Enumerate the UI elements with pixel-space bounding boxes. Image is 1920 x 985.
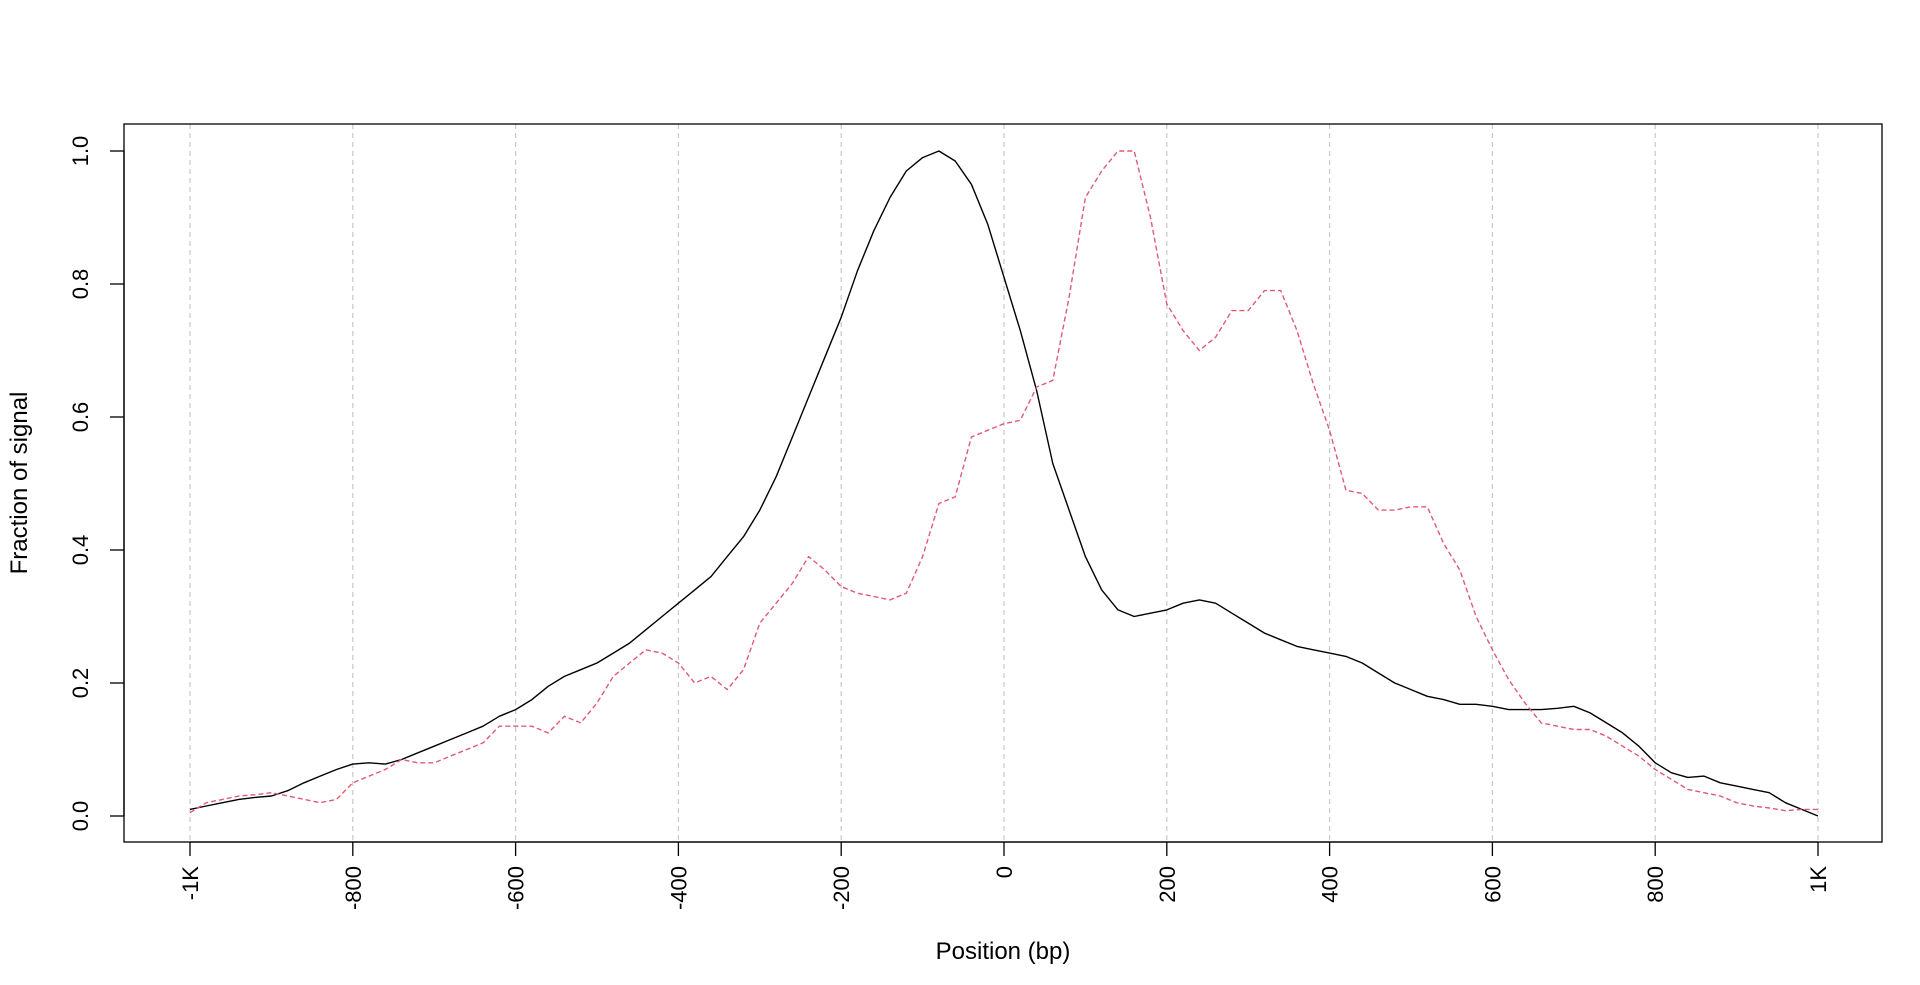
y-tick-label: 1.0 bbox=[68, 136, 93, 167]
x-tick-label: -800 bbox=[341, 866, 366, 910]
x-tick-label: 0 bbox=[992, 866, 1017, 878]
x-tick-label: -400 bbox=[666, 866, 691, 910]
x-axis-title: Position (bp) bbox=[936, 938, 1071, 965]
vertical-gridlines bbox=[189, 124, 1819, 842]
y-tick-label: 0.4 bbox=[68, 535, 93, 566]
x-tick-label: 400 bbox=[1318, 866, 1343, 903]
x-tick-label: 1K bbox=[1806, 866, 1831, 893]
plot-frame bbox=[123, 123, 1883, 843]
x-tick-label: 800 bbox=[1643, 866, 1668, 903]
y-tick-label: 0.6 bbox=[68, 402, 93, 433]
x-tick-label: -600 bbox=[504, 866, 529, 910]
x-tick-label: 600 bbox=[1480, 866, 1505, 903]
y-tick-label: 0.2 bbox=[68, 668, 93, 699]
x-tick-label: -1K bbox=[178, 866, 203, 901]
series-group bbox=[189, 150, 1819, 817]
y-axis-title: Fraction of signal bbox=[6, 392, 33, 575]
series-line-2 bbox=[189, 150, 1818, 814]
x-tick-label: 200 bbox=[1155, 866, 1180, 903]
y-tick-label: 0.0 bbox=[68, 801, 93, 832]
series-line-1 bbox=[189, 150, 1819, 817]
y-tick-label: 0.8 bbox=[68, 269, 93, 300]
y-axis: 0.0 0.2 0.4 0.6 0.8 1.0 bbox=[68, 136, 125, 832]
x-tick-label: -200 bbox=[829, 866, 854, 910]
x-axis: -1K -800 -600 -400 -200 0 200 400 600 800 1K bbox=[178, 841, 1831, 910]
